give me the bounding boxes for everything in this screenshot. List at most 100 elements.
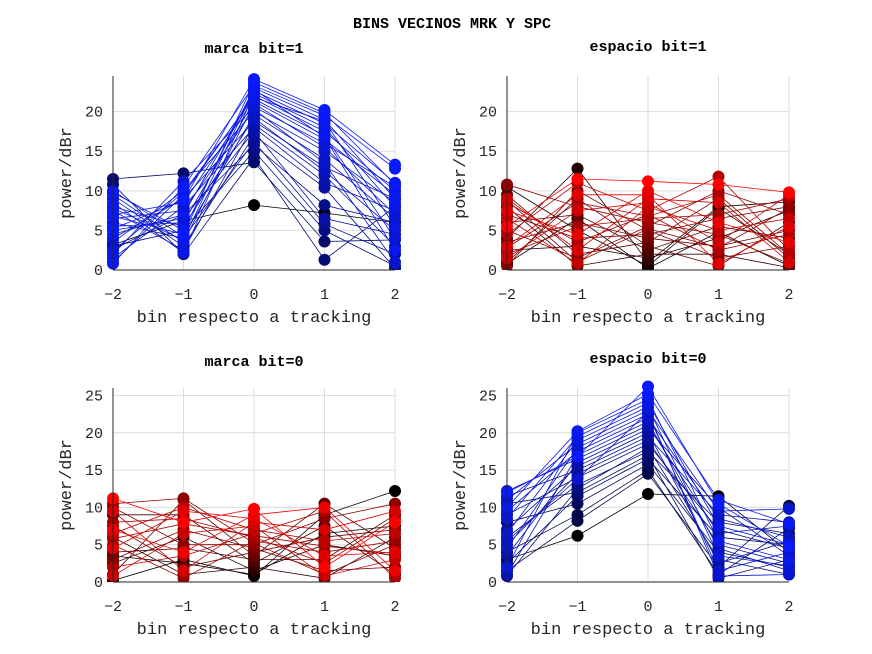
x-tick-label: 0	[643, 599, 652, 616]
data-point	[389, 192, 401, 205]
data-point	[712, 534, 725, 547]
subplot-title: espacio bit=1	[589, 39, 706, 56]
data-point	[177, 180, 190, 193]
data-point	[712, 257, 725, 270]
data-point	[248, 502, 260, 515]
y-axis-label: power/dBr	[452, 439, 471, 531]
data-point	[571, 529, 584, 542]
y-tick-label: 20	[479, 426, 497, 443]
data-point	[318, 253, 331, 266]
data-point	[642, 175, 654, 188]
data-point	[571, 257, 584, 270]
y-tick-label: 5	[94, 223, 103, 240]
data-point	[389, 256, 401, 269]
data-point	[318, 235, 331, 248]
data-point	[318, 501, 331, 514]
x-tick-label: 1	[320, 599, 329, 616]
data-point	[177, 564, 190, 577]
y-tick-label: 10	[479, 184, 497, 201]
data-point	[177, 194, 190, 207]
y-tick-label: 0	[488, 263, 497, 280]
data-point	[571, 508, 584, 521]
data-point	[571, 188, 584, 201]
y-tick-label: 15	[85, 463, 103, 480]
data-point	[642, 380, 654, 393]
data-point	[389, 527, 401, 540]
data-point	[712, 549, 725, 562]
subplot-title: marca bit=1	[204, 41, 303, 58]
x-tick-label: 1	[714, 287, 723, 304]
data-point	[571, 473, 584, 486]
data-point	[712, 178, 725, 191]
data-point	[712, 236, 725, 249]
data-point	[571, 204, 584, 217]
y-tick-label: 0	[94, 575, 103, 592]
data-point	[389, 516, 401, 529]
y-tick-label: 20	[85, 426, 103, 443]
x-tick-label: 2	[390, 599, 399, 616]
subplot-marca-bit1: marca bit=1 bin respecto a tracking powe…	[58, 41, 401, 328]
x-tick-label: −2	[498, 287, 516, 304]
data-point	[783, 186, 795, 199]
data-point	[389, 232, 401, 245]
x-tick-label: 2	[784, 287, 793, 304]
y-tick-label: 20	[85, 105, 103, 122]
data-point	[318, 523, 331, 536]
y-axis-label: power/dBr	[58, 439, 77, 531]
data-point	[248, 73, 260, 86]
data-point	[571, 162, 584, 175]
x-tick-label: −1	[568, 599, 586, 616]
x-tick-label: 2	[390, 287, 399, 304]
y-tick-label: 25	[85, 388, 103, 405]
y-axis-label: power/dBr	[58, 127, 77, 219]
x-tick-label: 1	[320, 287, 329, 304]
data-point	[783, 517, 795, 530]
y-tick-label: 5	[488, 538, 497, 555]
subplot-marca-bit0: marca bit=0 bin respecto a tracking powe…	[58, 354, 401, 640]
y-tick-label: 0	[488, 575, 497, 592]
data-point	[389, 220, 401, 233]
y-tick-label: 10	[85, 184, 103, 201]
series-group	[501, 162, 795, 270]
x-tick-label: 2	[784, 599, 793, 616]
subplot-title: marca bit=0	[204, 354, 303, 371]
data-point	[712, 520, 725, 533]
data-point	[712, 570, 725, 582]
data-point	[389, 505, 401, 518]
data-point	[783, 540, 795, 553]
data-point	[783, 502, 795, 515]
y-tick-label: 15	[479, 144, 497, 161]
data-point	[248, 199, 260, 212]
x-tick-label: 1	[714, 599, 723, 616]
y-tick-label: 25	[479, 388, 497, 405]
figure-title: BINS VECINOS MRK Y SPC	[353, 16, 551, 33]
data-point	[712, 216, 725, 229]
data-point	[571, 244, 584, 257]
subplot-espacio-bit1: espacio bit=1 bin respecto a tracking po…	[452, 39, 795, 328]
y-tick-label: 5	[488, 223, 497, 240]
y-tick-label: 20	[479, 105, 497, 122]
y-tick-label: 15	[479, 463, 497, 480]
data-point	[783, 553, 795, 566]
x-tick-label: 0	[249, 287, 258, 304]
data-point	[571, 228, 584, 241]
x-tick-label: 0	[249, 599, 258, 616]
subplot-espacio-bit0: espacio bit=0 bin respecto a tracking po…	[452, 351, 795, 640]
data-point	[389, 564, 401, 577]
data-point	[389, 244, 401, 257]
data-point	[318, 199, 331, 212]
data-point	[783, 236, 795, 249]
data-point	[177, 516, 190, 529]
data-point	[783, 220, 795, 233]
data-point	[712, 196, 725, 209]
x-tick-label: 0	[643, 287, 652, 304]
data-point	[318, 130, 331, 143]
data-point	[571, 425, 584, 438]
x-axis-label: bin respecto a tracking	[137, 621, 372, 640]
x-tick-label: −1	[568, 287, 586, 304]
x-axis-label: bin respecto a tracking	[531, 309, 766, 328]
y-axis-label: power/dBr	[452, 127, 471, 219]
y-tick-label: 15	[85, 144, 103, 161]
data-point	[318, 549, 331, 562]
